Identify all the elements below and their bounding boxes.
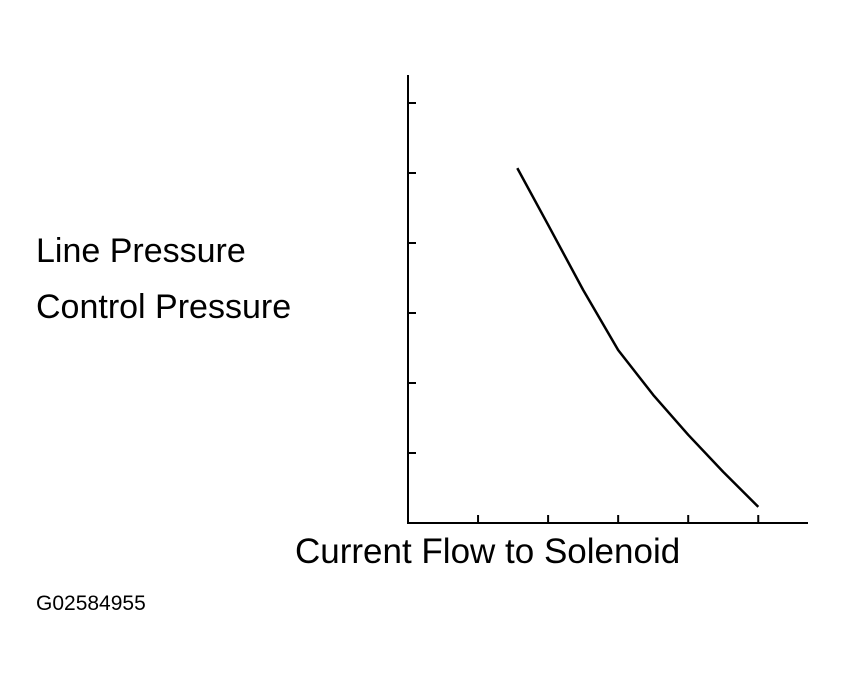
y-axis-label: Control Pressure: [36, 288, 291, 326]
line-series: [516, 167, 760, 508]
y-axis-label: Line Pressure: [36, 232, 246, 270]
x-axis-label: Current Flow to Solenoid: [295, 532, 680, 571]
figure-id: G02584955: [36, 592, 146, 615]
